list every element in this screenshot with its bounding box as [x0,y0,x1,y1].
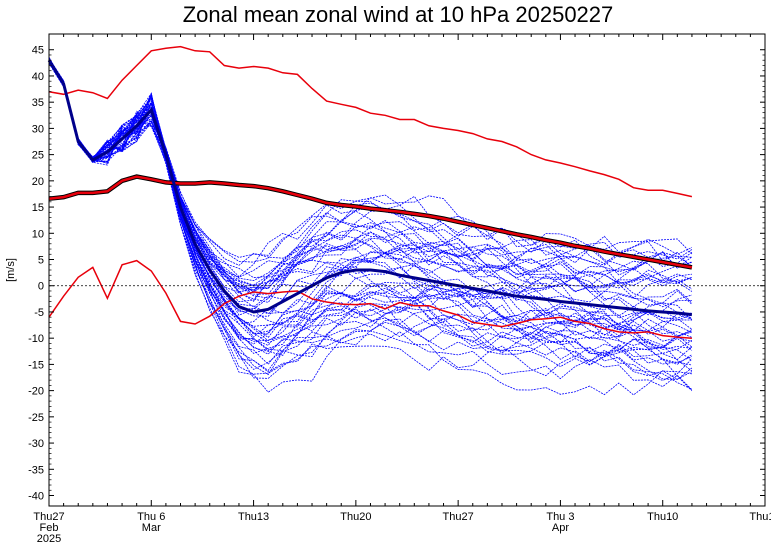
ensemble-member-line [48,59,692,291]
y-tick-label: 15 [32,202,44,214]
ensemble-member-line [48,59,693,372]
x-tick-label: Thu27 [443,511,474,523]
y-tick-label: 0 [38,281,44,293]
chart-title: Zonal mean zonal wind at 10 hPa 20250227 [183,2,614,27]
y-tick-label: 40 [32,71,44,83]
y-tick-label: 25 [32,150,44,162]
ensemble-member-line [48,61,693,278]
ensemble-member-line [48,58,692,375]
x-tick-label: Apr [552,522,569,534]
y-tick-label: -5 [34,307,44,319]
ensemble-member-line [48,61,692,335]
y-tick-label: -20 [28,386,44,398]
ensemble-member-line [48,58,693,333]
y-tick-label: 10 [32,228,44,240]
ensemble-member-line [48,58,693,346]
ensemble-member-line [48,61,693,303]
climatology-min-line [48,259,692,339]
x-tick-label: Thu 3 [546,511,574,523]
ensemble-member-line [48,60,693,279]
ensemble-member-line [48,60,693,295]
x-tick-label: Feb [40,522,59,534]
ensemble-member-line [48,58,693,361]
y-tick-label: -25 [28,412,44,424]
y-tick-label: -15 [28,359,44,371]
axes: 45 40 35 30 25 20 15 10 5 0 -5 -10 -15 -20 -25 -30 -35 -4… [28,33,771,545]
climatology-lines [48,45,693,339]
ensemble-member-line [48,62,693,391]
y-tick-label: -40 [28,491,44,503]
x-tick-label: Thu27 [33,511,64,523]
ensemble-member-line [48,58,693,306]
x-tick-label: Thu20 [340,511,371,523]
ensemble-member-line [48,60,693,349]
y-axis-label: [m/s] [5,258,17,282]
ensemble-member-line [48,58,692,308]
y-tick-label: 30 [32,123,44,135]
x-tick-label: Thu13 [238,511,269,523]
y-tick-label: -30 [28,438,44,450]
y-tick-label: 5 [38,255,44,267]
ensemble-mean-line [47,59,693,317]
x-tick-label: Thu10 [647,511,678,523]
x-tick-label: Mar [142,522,161,534]
climatology-mean-line [48,175,693,269]
y-tick-label: 45 [32,45,44,57]
y-tick-label: 20 [32,176,44,188]
x-tick-label: Thu17 [749,511,771,523]
ensemble-member-line [48,61,693,381]
x-tick-label: 2025 [37,533,61,545]
ensemble-mean-path [47,59,693,317]
y-tick-label: -35 [28,464,44,476]
y-tick-label: -10 [28,333,44,345]
plot-area [49,34,765,506]
climatology-max-line [48,45,693,198]
y-tick-label: 35 [32,97,44,109]
x-tick-label: Thu 6 [137,511,165,523]
